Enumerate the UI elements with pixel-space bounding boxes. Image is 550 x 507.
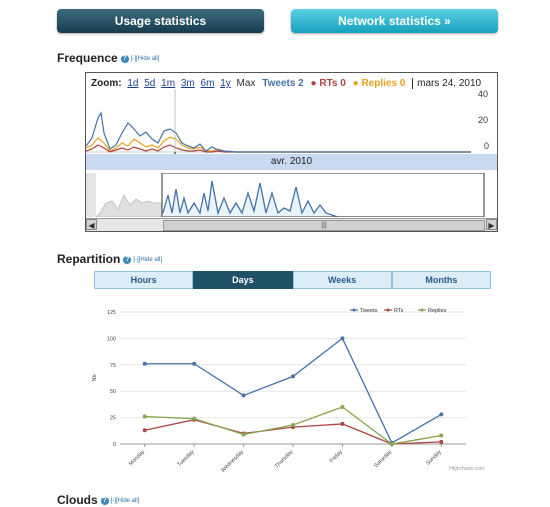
y-tick-label: 50 [110, 389, 116, 395]
help-icon[interactable]: ? [123, 255, 132, 264]
scrollbar[interactable]: ◀ ||| ▶ [86, 218, 497, 231]
data-point [439, 433, 444, 438]
clouds-title-text: Clouds [57, 493, 98, 507]
hover-date: mars 24, 2010 [412, 78, 482, 89]
clouds-title: Clouds? [-][Hide all] [57, 493, 139, 507]
legend-item: Replies [428, 308, 447, 314]
y-tick-40: 40 [478, 89, 489, 99]
x-tick-label: Wednesday [220, 449, 245, 474]
navigator-mask-left [86, 173, 96, 217]
tab-hours[interactable]: Hours [94, 271, 194, 289]
x-tick-label: Thursday [274, 449, 295, 470]
zoom-1y-button[interactable]: 1y [220, 78, 231, 89]
usage-statistics-button[interactable]: Usage statistics [57, 9, 264, 33]
y-tick-label: 125 [107, 310, 116, 316]
rts-line [86, 144, 471, 153]
x-tick-label: Friday [329, 449, 344, 464]
repartition-tabs: Hours Days Weeks Months [94, 271, 491, 289]
data-point [241, 393, 246, 398]
repartition-title-text: Repartition [57, 252, 121, 266]
legend-marker [420, 308, 424, 312]
frequence-title-text: Frequence [57, 51, 118, 65]
zoom-1m-button[interactable]: 1m [161, 78, 176, 89]
legend-replies: ● Replies 0 [352, 78, 406, 89]
navigator-plot[interactable] [86, 173, 497, 217]
data-point [389, 442, 394, 446]
scroll-right-button[interactable]: ▶ [486, 219, 497, 230]
data-point [439, 412, 444, 417]
data-point [291, 422, 295, 427]
y-tick-label: 100 [107, 336, 116, 342]
network-statistics-button[interactable]: Network statistics » [291, 9, 498, 33]
chart-credit: Highcharts.com [449, 466, 484, 472]
legend-marker [352, 308, 356, 312]
y-tick-label: 0 [113, 442, 116, 448]
x-tick-label: Tuesday [177, 449, 196, 468]
x-tick-label: Saturday [373, 449, 393, 469]
zoom-3m-button[interactable]: 3m [180, 78, 195, 89]
date-strip: avr. 2010 [86, 154, 497, 170]
y-tick-0: 0 [484, 141, 490, 151]
tab-weeks[interactable]: Weeks [292, 271, 392, 289]
data-point [291, 374, 295, 379]
zoom-1d-button[interactable]: 1d [127, 78, 139, 89]
data-point [192, 361, 197, 366]
legend-replies-text: Replies 0 [361, 78, 406, 89]
navigator-history-area [95, 194, 163, 217]
zoom-max-button[interactable]: Max [236, 78, 256, 89]
x-tick-label: Sunday [425, 449, 443, 467]
data-point [241, 432, 246, 437]
legend-item: Tweets [360, 308, 378, 314]
y-tick-label: 75 [110, 363, 116, 369]
tweets-line [86, 111, 471, 153]
tab-months[interactable]: Months [391, 271, 491, 289]
hide-all-link[interactable]: [-][Hide all] [133, 256, 163, 263]
data-point [439, 439, 444, 444]
navigator-selection-frame[interactable] [161, 173, 485, 217]
data-point [340, 336, 345, 341]
legend-item: RTs [394, 308, 404, 314]
y-axis-label: Nb [92, 374, 98, 381]
frequence-chart: Zoom: 1d 5d 1m 3m 6m 1y Max Tweets 2 ● R… [85, 72, 498, 232]
frequence-title: Frequence? [-][Hide all] [57, 51, 159, 65]
legend-rts: ● RTs 0 [310, 78, 346, 89]
repartition-chart: 0 25 50 75 100 125 Nb Monday Tuesday Wednesday Thu… [92, 308, 484, 474]
data-point [142, 361, 147, 366]
zoom-label: Zoom: [91, 78, 122, 89]
zoom-6m-button[interactable]: 6m [200, 78, 215, 89]
scroll-left-button[interactable]: ◀ [86, 219, 97, 230]
data-point [142, 428, 147, 433]
zoom-5d-button[interactable]: 5d [144, 78, 156, 89]
frequence-main-plot [86, 81, 471, 155]
zoom-bar: Zoom: 1d 5d 1m 3m 6m 1y Max Tweets 2 ● R… [91, 78, 482, 89]
x-tick-label: Monday [128, 449, 146, 467]
legend-rts-text: RTs 0 [319, 78, 346, 89]
help-icon[interactable]: ? [120, 54, 129, 63]
y-tick-20: 20 [478, 115, 489, 125]
repartition-title: Repartition? [-][Hide all] [57, 252, 162, 266]
y-tick-label: 25 [110, 416, 116, 422]
data-point [142, 414, 147, 419]
tab-days[interactable]: Days [193, 271, 293, 289]
data-point [340, 421, 345, 426]
hide-all-link[interactable]: [-][Hide all] [130, 55, 160, 62]
navigator-tweets-line [162, 180, 484, 217]
legend-marker [386, 308, 390, 312]
legend-tweets: Tweets 2 [262, 78, 304, 89]
data-point [192, 416, 197, 421]
data-point [340, 405, 345, 410]
scroll-thumb[interactable]: ||| [163, 220, 485, 231]
